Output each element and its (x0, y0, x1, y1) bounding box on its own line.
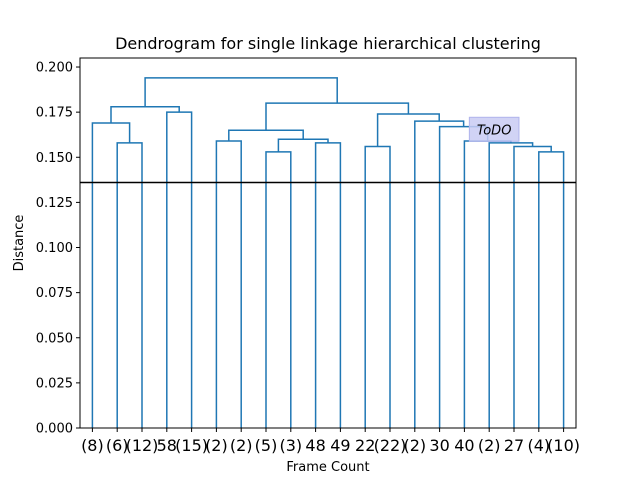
y-tick-label: 0.125 (36, 196, 73, 211)
dendrogram-link-18 (144, 77, 338, 107)
leaf-label: 22 (355, 436, 375, 455)
leaf-label: (2) (205, 436, 228, 455)
dendrogram-link-5 (265, 151, 292, 428)
y-axis: 0.000 0.025 0.050 0.075 0.100 0.125 0.150 0.175… (36, 61, 80, 437)
leaf-label: 27 (504, 436, 524, 455)
x-axis: (8) (6)(12)58(15)(2) (2) (5) (3) 48 49 22(22)(2… (81, 428, 580, 455)
y-tick-label: 0.025 (36, 376, 73, 391)
y-tick-label: 0.075 (36, 286, 73, 301)
y-tick-label: 0.150 (36, 151, 73, 166)
plot-frame (79, 57, 577, 429)
y-axis-label: Distance (12, 215, 27, 272)
leaf-label: (6) (106, 436, 129, 455)
annotation-box (468, 116, 520, 142)
dendrogram-link-15 (414, 120, 465, 428)
dendrogram-link-3 (110, 105, 180, 123)
leaf-label: (12) (126, 436, 159, 455)
leaf-label: 58 (157, 436, 177, 455)
leaf-label: (2) (478, 436, 501, 455)
leaf-label: (5) (255, 436, 278, 455)
y-tick-label: 0.000 (36, 422, 73, 437)
annotation-group: ToDO (468, 116, 520, 142)
dendrogram-link-17 (265, 102, 410, 131)
dendrogram-link-10 (538, 151, 565, 428)
leaf-label: (15) (175, 436, 208, 455)
y-tick-label: 0.175 (36, 106, 73, 121)
leaf-label: (22) (374, 436, 407, 455)
leaf-label: 49 (330, 436, 350, 455)
dendrogram-link-7 (277, 138, 329, 152)
y-tick-label: 0.200 (36, 61, 73, 76)
leaf-label: (8) (81, 436, 104, 455)
chart-title: Dendrogram for single linkage hierarchic… (115, 34, 541, 53)
leaf-label: 40 (454, 436, 474, 455)
leaf-label: 48 (305, 436, 325, 455)
leaf-label: 30 (429, 436, 449, 455)
leaf-label: (3) (279, 436, 302, 455)
annotation-text: ToDO (477, 123, 512, 138)
y-tick-label: 0.050 (36, 331, 73, 346)
leaf-label: (2) (403, 436, 426, 455)
leaf-label: (10) (547, 436, 580, 455)
y-tick-label: 0.100 (36, 241, 73, 256)
dendrogram-link-1 (91, 122, 131, 428)
leaf-label: (4) (527, 436, 550, 455)
x-axis-label: Frame Count (286, 460, 369, 475)
leaf-label: (2) (230, 436, 253, 455)
